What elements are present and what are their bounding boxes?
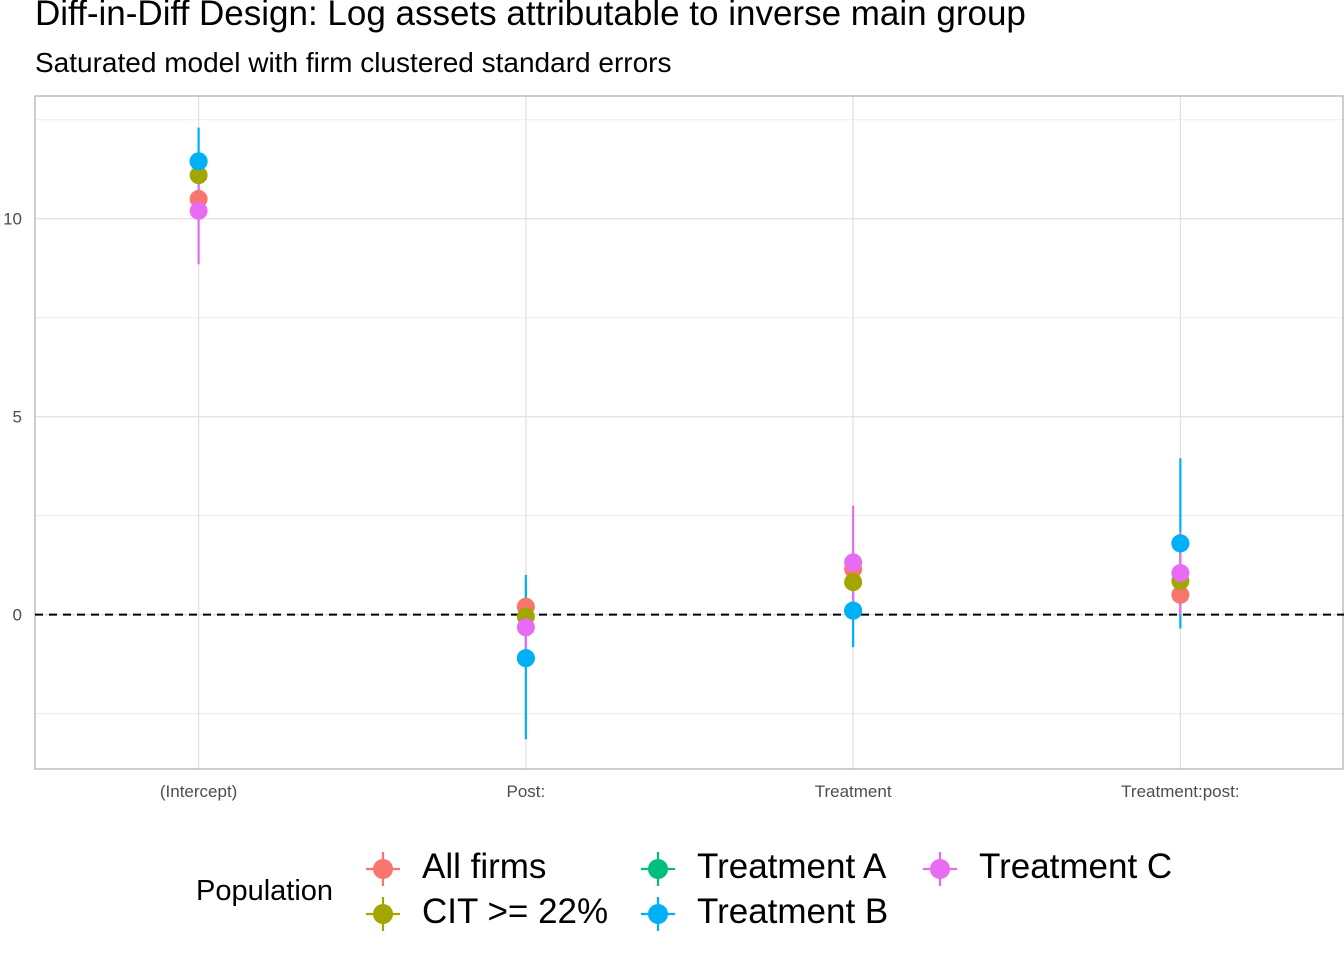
legend-label: CIT >= 22% (422, 892, 609, 931)
legend-label: Treatment A (697, 847, 887, 886)
plot-border (34, 95, 1344, 770)
legend-label: All firms (422, 847, 547, 886)
x-tick-label: Post: (507, 782, 546, 801)
data-point (1171, 564, 1190, 583)
x-tick-label: Treatment:post: (1121, 782, 1239, 801)
legend-key-point (648, 904, 668, 924)
x-tick-label: (Intercept) (160, 782, 237, 801)
data-point (189, 152, 208, 171)
data-point (844, 573, 863, 592)
data-point (844, 553, 863, 572)
data-point (189, 201, 208, 220)
data-point (516, 618, 535, 637)
chart-title: Diff-in-Diff Design: Log assets attribut… (35, 0, 1026, 33)
chart-subtitle: Saturated model with firm clustered stan… (35, 47, 672, 78)
legend-title: Population (196, 875, 334, 907)
data-point (844, 601, 863, 620)
legend-key-point (648, 859, 668, 879)
legend-label: Treatment C (979, 847, 1173, 886)
legend-key-point (930, 859, 950, 879)
y-tick-label: 5 (13, 408, 22, 427)
legend-key-point (373, 904, 393, 924)
y-tick-label: 10 (3, 210, 22, 229)
data-point (516, 649, 535, 668)
y-tick-label: 0 (13, 606, 22, 625)
data-point (189, 166, 208, 185)
legend-label: Treatment B (697, 892, 889, 931)
plot-panel (35, 96, 1343, 769)
data-point (1171, 534, 1190, 553)
data-point (1171, 585, 1190, 604)
x-tick-label: Treatment (815, 782, 892, 801)
legend-key-point (373, 859, 393, 879)
